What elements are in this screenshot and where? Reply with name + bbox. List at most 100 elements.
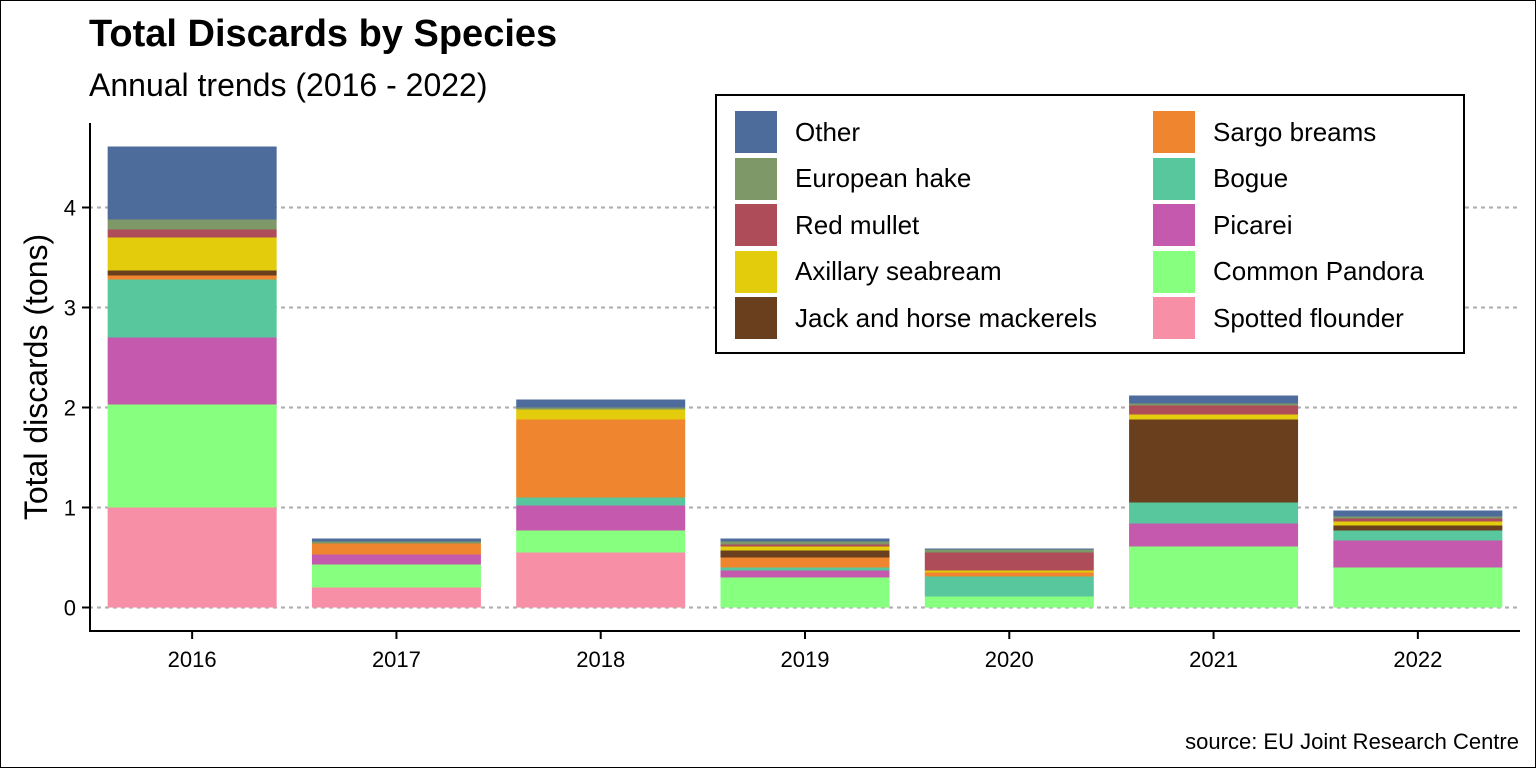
- y-axis-label: Total discards (tons): [18, 234, 54, 520]
- bar-2022-jack-and-horse-mackerels: [1333, 525, 1503, 531]
- bar-2017-common-pandora: [311, 564, 481, 588]
- legend-swatch: [1153, 204, 1195, 246]
- y-tick-label-2: 2: [64, 396, 76, 421]
- legend-item-european-hake: European hake: [735, 157, 971, 201]
- bar-2020-common-pandora: [924, 596, 1094, 608]
- bar-2016-sargo-breams: [107, 275, 277, 280]
- chart-caption: source: EU Joint Research Centre: [1185, 729, 1519, 754]
- y-tick-label-4: 4: [64, 196, 76, 221]
- legend-swatch: [735, 157, 777, 200]
- bar-2016-spotted-flounder: [107, 507, 277, 608]
- legend-item-red-mullet: Red mullet: [735, 203, 919, 247]
- bar-2022-picarei: [1333, 540, 1503, 568]
- legend-swatch: [735, 204, 777, 246]
- bar-2021-picarei: [1129, 523, 1299, 547]
- legend-label: Spotted flounder: [1213, 302, 1404, 333]
- legend-swatch: [735, 297, 777, 339]
- bar-2018-other: [516, 399, 686, 408]
- x-tick-label-2016: 2016: [168, 647, 217, 672]
- bar-2022-axillary-seabream: [1333, 521, 1503, 526]
- bar-2020-sargo-breams: [924, 572, 1094, 577]
- bar-2020-red-mullet: [924, 552, 1094, 571]
- legend-label: Sargo breams: [1213, 116, 1377, 147]
- legend-label: Other: [795, 116, 861, 147]
- legend-swatch: [1153, 157, 1195, 200]
- bar-2018-bogue: [516, 497, 686, 506]
- bar-2021-jack-and-horse-mackerels: [1129, 419, 1299, 503]
- bar-2019-other: [720, 538, 890, 542]
- bar-2016-common-pandora: [107, 404, 277, 508]
- bar-2016-european-hake: [107, 219, 277, 230]
- legend-label: Common Pandora: [1213, 256, 1424, 286]
- bar-2021-common-pandora: [1129, 546, 1299, 608]
- bar-2019-jack-and-horse-mackerels: [720, 550, 890, 558]
- legend-item-picarei: Picarei: [1153, 203, 1292, 247]
- legend-label: Jack and horse mackerels: [795, 302, 1098, 333]
- legend-swatch: [735, 250, 777, 293]
- bar-2017-other: [311, 538, 481, 542]
- bar-2019-european-hake: [720, 541, 890, 545]
- legend-label: Bogue: [1213, 163, 1289, 193]
- legend-item-sargo-breams: Sargo breams: [1153, 110, 1376, 154]
- bar-2019-red-mullet: [720, 544, 890, 547]
- bar-2017-european-hake: [311, 541, 481, 544]
- bar-2022-bogue: [1333, 530, 1503, 541]
- bar-2019-sargo-breams: [720, 557, 890, 568]
- bar-2020-other: [924, 548, 1094, 550]
- bar-2018-european-hake: [516, 407, 686, 410]
- bar-2019-common-pandora: [720, 577, 890, 608]
- legend-swatch: [1153, 250, 1195, 293]
- x-tick-label-2020: 2020: [985, 647, 1034, 672]
- legend-swatch: [1153, 297, 1195, 339]
- bar-2017-spotted-flounder: [311, 587, 481, 608]
- chart-title: Total Discards by Species: [89, 13, 558, 55]
- bar-2018-spotted-flounder: [516, 552, 686, 608]
- legend-swatch: [735, 111, 777, 153]
- legend-label: Axillary seabream: [795, 256, 1002, 286]
- bar-2019-axillary-seabream: [720, 546, 890, 551]
- x-tick-label-2021: 2021: [1189, 647, 1238, 672]
- bar-2017-sargo-breams: [311, 543, 481, 555]
- x-tick-label-2018: 2018: [576, 647, 625, 672]
- bar-2021-european-hake: [1129, 403, 1299, 406]
- chart-subtitle: Annual trends (2016 - 2022): [89, 67, 488, 103]
- bar-2018-picarei: [516, 505, 686, 531]
- bar-2021-axillary-seabream: [1129, 414, 1299, 420]
- bar-2017-picarei: [311, 554, 481, 565]
- legend-label: Red mullet: [795, 209, 920, 240]
- legend-swatch: [1153, 111, 1195, 153]
- bar-2016-jack-and-horse-mackerels: [107, 270, 277, 276]
- bar-2016-axillary-seabream: [107, 237, 277, 271]
- legend-item-other: Other: [735, 110, 860, 154]
- bar-2022-other: [1333, 510, 1503, 517]
- bar-2016-other: [107, 146, 277, 220]
- legend: Other European hake Red mullet Axillary sea…: [715, 94, 1465, 354]
- bar-2016-red-mullet: [107, 229, 277, 238]
- x-tick-label-2017: 2017: [372, 647, 421, 672]
- bar-2022-common-pandora: [1333, 567, 1503, 608]
- bar-2020-axillary-seabream: [924, 570, 1094, 573]
- bar-2022-european-hake: [1333, 516, 1503, 519]
- legend-item-axillary-seabream: Axillary seabream: [735, 250, 1002, 294]
- legend-item-spotted-flounder: Spotted flounder: [1153, 296, 1404, 340]
- legend-item-jack-and-horse-mackerels: Jack and horse mackerels: [735, 296, 1097, 340]
- x-tick-label-2022: 2022: [1393, 647, 1442, 672]
- bar-2021-bogue: [1129, 502, 1299, 524]
- bar-2021-other: [1129, 395, 1299, 404]
- bar-2019-picarei: [720, 570, 890, 578]
- y-tick-label-0: 0: [64, 596, 76, 621]
- bar-2018-sargo-breams: [516, 419, 686, 498]
- legend-item-bogue: Bogue: [1153, 157, 1288, 201]
- bar-2018-axillary-seabream: [516, 409, 686, 420]
- bar-2021-red-mullet: [1129, 405, 1299, 415]
- bar-2016-bogue: [107, 279, 277, 338]
- bar-2020-bogue: [924, 576, 1094, 597]
- bar-2019-bogue: [720, 567, 890, 571]
- bar-2020-european-hake: [924, 549, 1094, 553]
- legend-item-common-pandora: Common Pandora: [1153, 250, 1424, 294]
- x-tick-label-2019: 2019: [781, 647, 830, 672]
- bar-2016-picarei: [107, 337, 277, 405]
- bar-2018-common-pandora: [516, 530, 686, 553]
